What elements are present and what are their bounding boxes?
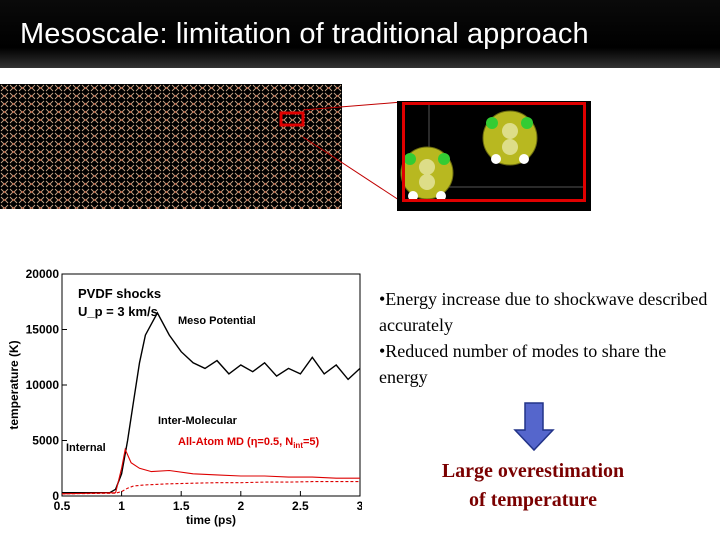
series-line-meso-potential: [62, 311, 361, 494]
y-tick-label: 0: [52, 489, 59, 503]
lattice-simulation-image: [0, 84, 342, 209]
conclusion-line-1: Large overestimation: [441, 460, 625, 482]
down-arrow-icon: [513, 402, 555, 452]
y-tick-label: 10000: [26, 378, 60, 392]
title-bar: Mesoscale: limitation of traditional app…: [0, 0, 720, 68]
x-tick-label: 0.5: [54, 499, 71, 513]
annotation-meso-potential: Meso Potential: [178, 315, 256, 327]
molecule-zoom-panel: [397, 101, 591, 211]
x-tick-label: 3: [357, 499, 362, 513]
zoom-panel-border: [402, 102, 586, 202]
bullet-item: •Energy increase due to shockwave descri…: [379, 289, 708, 335]
temperature-chart: 0 5000 10000 15000 20000 0.5 1 1.5 2 2.5 3 PVDF s…: [0, 262, 364, 528]
y-axis-label: temperature (K): [7, 340, 21, 429]
chart-title: PVDF shocks: [78, 286, 161, 301]
molecule-1: [482, 110, 538, 166]
zoom-region-marker: [279, 111, 305, 127]
temperature-chart-svg: 0 5000 10000 15000 20000 0.5 1 1.5 2 2.5 3 PVDF s…: [7, 267, 364, 527]
plot-frame: [61, 273, 361, 497]
molecule-2: [400, 146, 454, 201]
series-line-internal: [61, 481, 360, 495]
annotation-all-atom-md: All-Atom MD (η=0.5, Nint=5): [178, 436, 320, 450]
y-tick-label: 15000: [26, 323, 60, 337]
x-tick-label: 1: [118, 499, 125, 513]
bullet-notes: •Energy increase due to shockwave descri…: [379, 286, 709, 390]
slide-title: Mesoscale: limitation of traditional app…: [20, 18, 589, 50]
lattice-pattern: [0, 84, 342, 209]
conclusion-line-2: of temperature: [469, 489, 597, 511]
annotation-internal: Internal: [66, 442, 106, 454]
x-tick-label: 2.5: [292, 499, 309, 513]
x-tick-label: 1.5: [173, 499, 190, 513]
y-tick-label: 20000: [26, 267, 60, 281]
annotation-inter-molecular: Inter-Molecular: [158, 415, 238, 427]
series-line-inter-molecular: [61, 447, 360, 495]
molecule-zoom-image: [400, 105, 585, 201]
chart-subtitle: U_p = 3 km/s: [78, 304, 158, 319]
x-axis-label: time (ps): [186, 513, 236, 527]
conclusion-text: Large overestimation of temperature: [400, 457, 666, 515]
x-tick-label: 2: [237, 499, 244, 513]
bullet-item: •Reduced number of modes to share the en…: [379, 341, 667, 387]
y-tick-label: 5000: [32, 434, 59, 448]
